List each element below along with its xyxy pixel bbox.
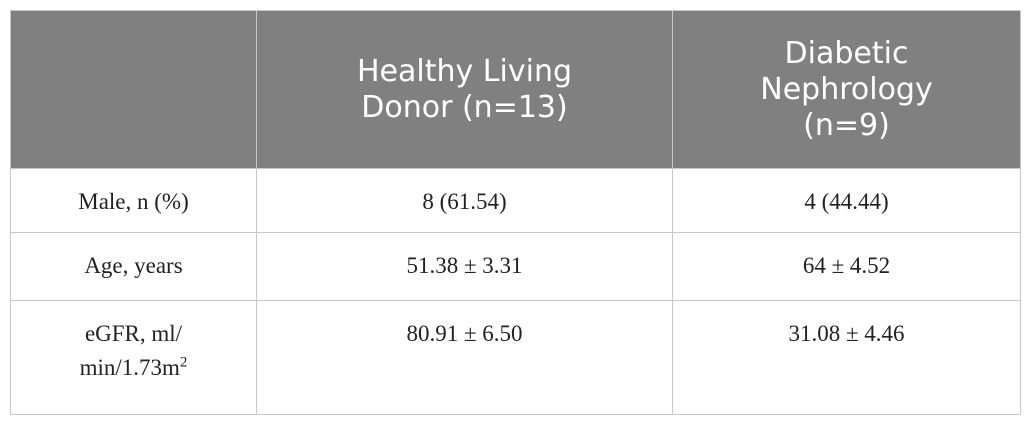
table-row: Age, years 51.38 ± 3.31 64 ± 4.52 bbox=[10, 232, 1021, 301]
cell-line: Donor (n=13) bbox=[361, 89, 568, 125]
table-cell: 31.08 ± 4.46 bbox=[672, 300, 1021, 415]
table-cell: Age, years bbox=[10, 232, 257, 301]
cell-text: 31.08 ± 4.46 bbox=[788, 321, 905, 346]
cell-text: 80.91 ± 6.50 bbox=[406, 321, 523, 346]
table-cell: 4 (44.44) bbox=[672, 168, 1021, 233]
cell-line: Male, n (%) bbox=[78, 189, 189, 214]
cell-line: Age, years bbox=[84, 253, 183, 278]
superscript: 2 bbox=[179, 354, 188, 371]
cell-line: min/1.73m2 bbox=[79, 354, 188, 380]
table-cell: 80.91 ± 6.50 bbox=[256, 300, 673, 415]
table-row: eGFR, ml/min/1.73m2 80.91 ± 6.50 31.08 ± 4… bbox=[10, 300, 1021, 415]
header-cell: Diabetic Nephrology (n=9) bbox=[672, 10, 1021, 169]
cell-line: (n=9) bbox=[803, 107, 890, 143]
header-row: Healthy Living Donor (n=13) Diabetic Nephro… bbox=[10, 10, 1021, 169]
header-cell: Healthy Living Donor (n=13) bbox=[256, 10, 673, 169]
header-cell bbox=[10, 10, 257, 169]
cell-line: Healthy Living bbox=[357, 53, 572, 89]
table-cell: Male, n (%) bbox=[10, 168, 257, 233]
cell-line: eGFR, ml/ bbox=[84, 321, 183, 346]
table-cell: 8 (61.54) bbox=[256, 168, 673, 233]
table-body: Male, n (%) 8 (61.54) 4 (44.44) Age, years 5… bbox=[10, 168, 1021, 415]
cell-text: 8 (61.54) bbox=[422, 189, 507, 214]
data-table: Healthy Living Donor (n=13) Diabetic Nephro… bbox=[10, 10, 1021, 415]
table-cell: eGFR, ml/min/1.73m2 bbox=[10, 300, 257, 415]
table-row: Male, n (%) 8 (61.54) 4 (44.44) bbox=[10, 168, 1021, 233]
table-cell: 64 ± 4.52 bbox=[672, 232, 1021, 301]
table-cell: 51.38 ± 3.31 bbox=[256, 232, 673, 301]
cell-text: 4 (44.44) bbox=[804, 189, 889, 214]
cell-text: 51.38 ± 3.31 bbox=[406, 253, 523, 278]
cell-line: Diabetic bbox=[784, 35, 909, 71]
cell-line: Nephrology bbox=[760, 71, 933, 107]
cell-text: 64 ± 4.52 bbox=[802, 253, 891, 278]
